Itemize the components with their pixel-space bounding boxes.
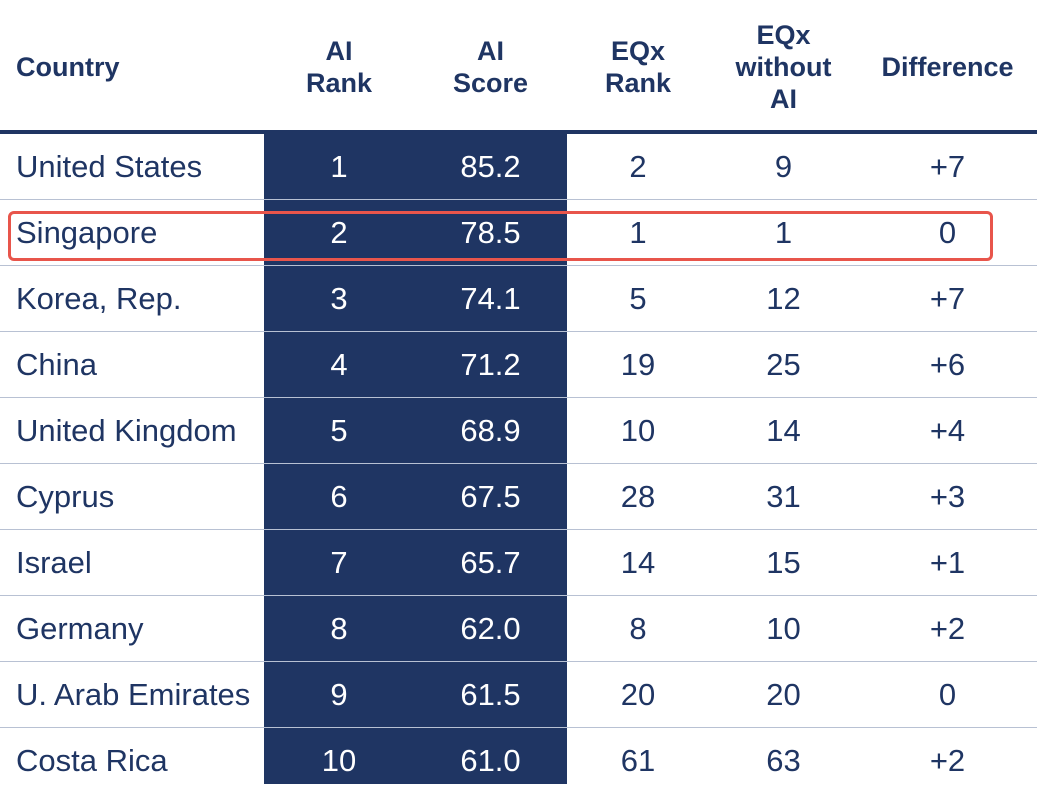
cell-israel-ai-rank: 7 — [330, 545, 348, 580]
cell-united-kingdom-difference: +4 — [929, 413, 966, 448]
cell-u-arab-emirates-eqx-rank: 20 — [620, 677, 656, 712]
cell-germany-eqx-rank: 8 — [629, 611, 647, 646]
cell-israel-eqx-without-ai: 15 — [766, 545, 801, 580]
cell-u-arab-emirates-eqx-without-ai: 20 — [766, 677, 801, 712]
cell-israel-difference: +1 — [929, 545, 966, 580]
cell-costa-rica-country: Costa Rica — [16, 743, 168, 778]
highlighted-row-outline — [8, 211, 993, 261]
cell-costa-rica-difference: +2 — [929, 743, 966, 778]
cell-cyprus-ai-score: 67.5 — [460, 479, 521, 514]
column-header-difference: Difference — [881, 51, 1014, 82]
cell-cyprus-eqx-rank: 28 — [620, 479, 656, 514]
column-header-ai-score: AI Score — [452, 35, 529, 98]
cell-korea-rep-ai-score: 74.1 — [460, 281, 521, 316]
cell-u-arab-emirates-country: U. Arab Emirates — [16, 677, 251, 712]
column-header-country: Country — [16, 51, 120, 82]
cell-costa-rica-ai-score: 61.0 — [460, 743, 521, 778]
cell-united-states-ai-rank: 1 — [330, 149, 348, 184]
cell-united-states-eqx-without-ai: 9 — [774, 149, 793, 184]
row-separator — [0, 463, 1037, 464]
cell-israel-country: Israel — [16, 545, 92, 580]
column-header-eqx-without-ai: EQx without AI — [735, 19, 832, 114]
row-separator — [0, 595, 1037, 596]
row-separator — [0, 331, 1037, 332]
cell-cyprus-difference: +3 — [929, 479, 966, 514]
cell-united-kingdom-eqx-rank: 10 — [620, 413, 656, 448]
cell-u-arab-emirates-difference: 0 — [938, 677, 957, 712]
cell-germany-ai-rank: 8 — [330, 611, 348, 646]
header-divider — [0, 130, 1037, 134]
cell-u-arab-emirates-ai-rank: 9 — [330, 677, 348, 712]
cell-china-eqx-rank: 19 — [620, 347, 656, 382]
column-header-ai-rank: AI Rank — [305, 35, 373, 98]
row-separator — [0, 265, 1037, 266]
column-header-eqx-rank: EQx Rank — [604, 35, 672, 98]
row-separator — [0, 529, 1037, 530]
cell-germany-eqx-without-ai: 10 — [766, 611, 801, 646]
cell-germany-country: Germany — [16, 611, 144, 646]
cell-israel-ai-score: 65.7 — [460, 545, 521, 580]
row-separator — [0, 397, 1037, 398]
cell-china-ai-score: 71.2 — [460, 347, 521, 382]
cell-united-kingdom-country: United Kingdom — [16, 413, 237, 448]
cell-korea-rep-difference: +7 — [929, 281, 966, 316]
cell-cyprus-country: Cyprus — [16, 479, 115, 514]
cell-china-difference: +6 — [929, 347, 966, 382]
cell-cyprus-ai-rank: 6 — [330, 479, 348, 514]
cell-israel-eqx-rank: 14 — [620, 545, 656, 580]
cell-singapore-difference: 0 — [938, 215, 957, 250]
cell-china-eqx-without-ai: 25 — [766, 347, 801, 382]
highlighted-column-band — [264, 134, 567, 784]
cell-korea-rep-country: Korea, Rep. — [16, 281, 182, 316]
cell-united-states-difference: +7 — [929, 149, 966, 184]
cell-costa-rica-eqx-rank: 61 — [620, 743, 656, 778]
cell-korea-rep-ai-rank: 3 — [330, 281, 348, 316]
cell-singapore-eqx-rank: 1 — [629, 215, 647, 250]
cell-united-states-country: United States — [16, 149, 203, 184]
cell-costa-rica-ai-rank: 10 — [321, 743, 357, 778]
cell-costa-rica-eqx-without-ai: 63 — [766, 743, 801, 778]
cell-china-country: China — [16, 347, 97, 382]
cell-germany-difference: +2 — [929, 611, 966, 646]
row-separator — [0, 727, 1037, 728]
cell-singapore-eqx-without-ai: 1 — [774, 215, 793, 250]
cell-singapore-country: Singapore — [16, 215, 158, 250]
cell-united-states-eqx-rank: 2 — [629, 149, 647, 184]
cell-china-ai-rank: 4 — [330, 347, 348, 382]
row-separator — [0, 199, 1037, 200]
cell-korea-rep-eqx-without-ai: 12 — [766, 281, 801, 316]
cell-singapore-ai-score: 78.5 — [460, 215, 521, 250]
cell-united-kingdom-ai-rank: 5 — [330, 413, 348, 448]
cell-korea-rep-eqx-rank: 5 — [629, 281, 647, 316]
cell-cyprus-eqx-without-ai: 31 — [766, 479, 801, 514]
row-separator — [0, 661, 1037, 662]
cell-germany-ai-score: 62.0 — [460, 611, 521, 646]
cell-united-kingdom-ai-score: 68.9 — [460, 413, 521, 448]
cell-united-states-ai-score: 85.2 — [460, 149, 521, 184]
cell-united-kingdom-eqx-without-ai: 14 — [766, 413, 801, 448]
cell-singapore-ai-rank: 2 — [330, 215, 348, 250]
cell-u-arab-emirates-ai-score: 61.5 — [460, 677, 521, 712]
